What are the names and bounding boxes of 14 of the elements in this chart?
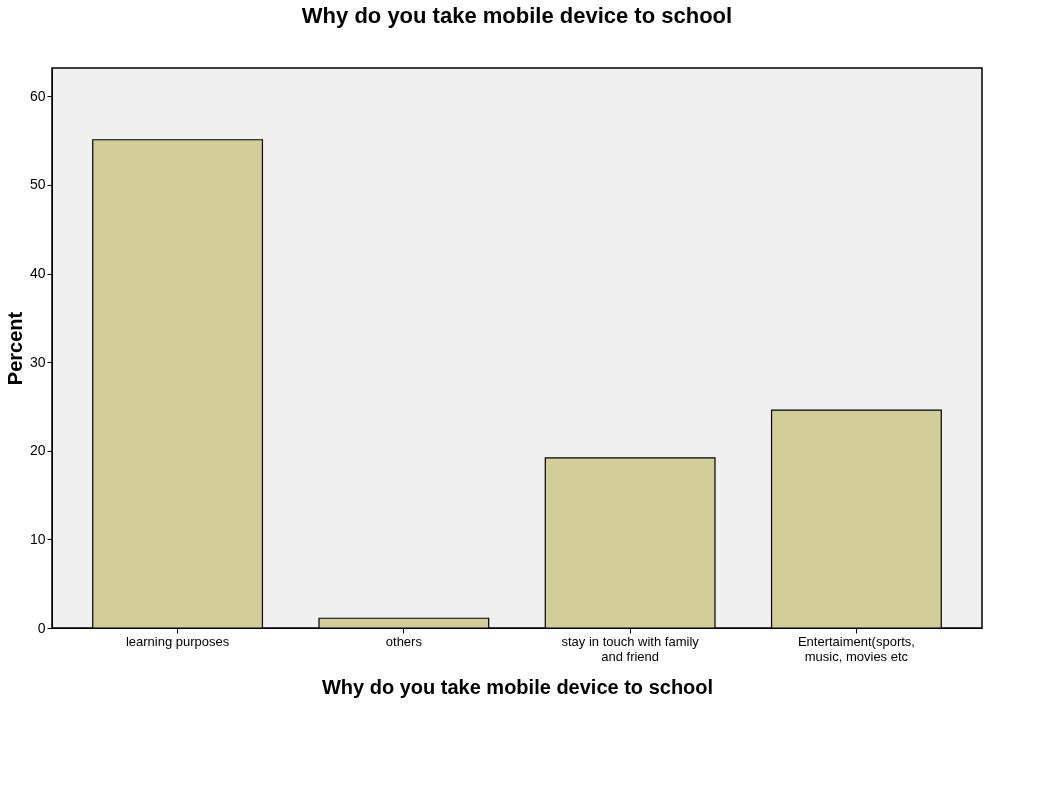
y-tick-label: 20 bbox=[29, 442, 46, 459]
x-tick-label: Entertaiment(sports, music, movies etc bbox=[797, 633, 915, 664]
y-tick-label: 40 bbox=[29, 265, 46, 282]
x-axis-title: Why do you take mobile device to school bbox=[321, 675, 714, 698]
y-tick-label: 0 bbox=[37, 619, 46, 636]
x-tick-label: learning purposes bbox=[125, 633, 230, 649]
x-tick-label: stay in touch with family and friend bbox=[561, 633, 700, 664]
y-tick-label: 60 bbox=[29, 87, 46, 104]
y-tick-label: 10 bbox=[29, 530, 46, 547]
chart-title: Why do you take mobile device to school bbox=[301, 3, 733, 28]
y-tick-label: 50 bbox=[29, 176, 46, 193]
x-tick-label: others bbox=[385, 633, 423, 649]
y-tick-label: 30 bbox=[29, 353, 46, 370]
y-axis-title: Percent bbox=[3, 311, 26, 386]
